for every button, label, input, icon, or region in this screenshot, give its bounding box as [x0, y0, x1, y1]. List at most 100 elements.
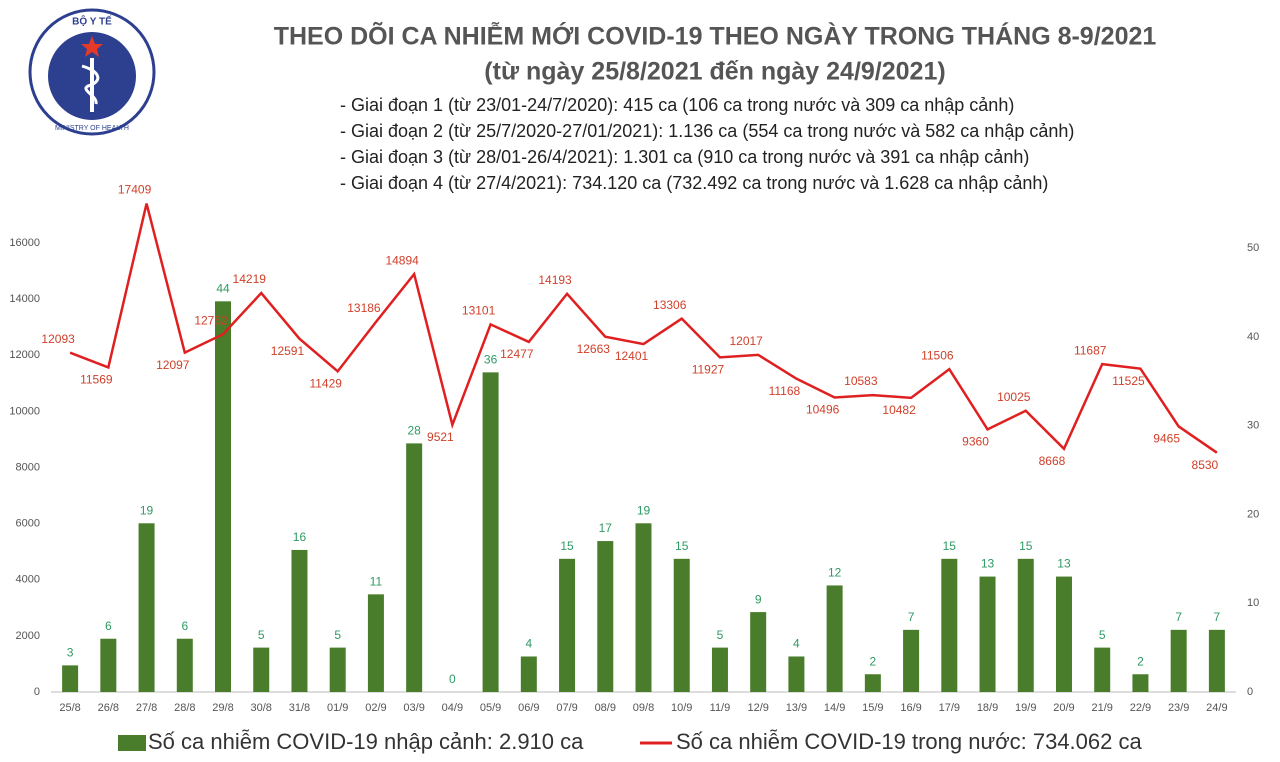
y-tick-label: 2000 — [16, 630, 40, 642]
line-label: 14219 — [233, 272, 267, 286]
x-tick-label: 06/9 — [518, 702, 539, 714]
legend-label: Số ca nhiễm COVID-19 trong nước: 734.062… — [676, 729, 1142, 754]
bar-label: 4 — [793, 637, 800, 651]
bar — [788, 656, 805, 692]
line-label: 11429 — [309, 377, 342, 391]
bar-label: 5 — [258, 628, 265, 642]
bar-label: 2 — [1137, 654, 1144, 668]
bar — [329, 647, 346, 692]
bar — [903, 629, 920, 692]
y2-tick-label: 10 — [1247, 597, 1259, 609]
bar-label: 19 — [637, 503, 651, 517]
y-tick-label: 16000 — [9, 237, 40, 249]
bar — [62, 665, 79, 692]
bar-label: 15 — [560, 539, 574, 553]
bar-label: 36 — [484, 353, 498, 367]
y2-tick-label: 30 — [1247, 420, 1259, 432]
logo-top: BỘ Y TẾ — [72, 15, 112, 28]
bar-label: 6 — [181, 619, 188, 633]
bar — [750, 612, 767, 692]
x-tick-label: 04/9 — [442, 702, 463, 714]
bar-label: 15 — [1019, 539, 1033, 553]
line-label: 13101 — [462, 304, 496, 318]
y2-tick-label: 0 — [1247, 686, 1253, 698]
x-tick-label: 22/9 — [1130, 702, 1151, 714]
bar — [1170, 629, 1187, 692]
y2-tick-label: 40 — [1247, 331, 1259, 343]
x-tick-label: 16/9 — [900, 702, 921, 714]
x-tick-label: 09/8 — [633, 702, 654, 714]
bar — [1208, 629, 1225, 692]
y2-tick-label: 20 — [1247, 508, 1259, 520]
bar — [215, 301, 232, 692]
x-tick-label: 21/9 — [1091, 702, 1112, 714]
y2-tick-label: 50 — [1247, 242, 1259, 254]
y-tick-label: 10000 — [9, 405, 40, 417]
x-tick-label: 07/9 — [556, 702, 577, 714]
x-tick-label: 10/9 — [671, 702, 692, 714]
chart-subtitle: (từ ngày 25/8/2021 đến ngày 24/9/2021) — [484, 58, 945, 86]
bar — [520, 656, 537, 692]
line-label: 12093 — [41, 332, 75, 346]
bar — [673, 558, 690, 692]
bar-label: 17 — [599, 521, 613, 535]
chart-title: THEO DÕI CA NHIỄM MỚI COVID-19 THEO NGÀY… — [274, 21, 1157, 51]
bar-label: 16 — [293, 530, 307, 544]
bar — [941, 558, 958, 692]
line-label: 8530 — [1192, 458, 1219, 472]
line-label: 13306 — [653, 298, 687, 312]
bar-label: 12 — [828, 566, 842, 580]
line-label: 11168 — [769, 384, 801, 398]
annotation: - Giai đoạn 3 (từ 28/01-26/4/2021): 1.30… — [340, 147, 1029, 167]
x-tick-label: 14/9 — [824, 702, 845, 714]
line-label: 11525 — [1112, 374, 1145, 388]
x-tick-label: 18/9 — [977, 702, 998, 714]
bar — [367, 594, 384, 692]
line-label: 12401 — [615, 349, 649, 363]
bar-label: 15 — [943, 539, 957, 553]
bar-label: 0 — [449, 672, 456, 686]
logo: BỘ Y TẾ MINISTRY OF HEALTH — [28, 8, 156, 136]
bar-label: 5 — [334, 628, 341, 642]
x-tick-label: 29/8 — [212, 702, 233, 714]
bar-label: 11 — [370, 575, 383, 589]
bar — [711, 647, 728, 692]
bar — [864, 674, 881, 692]
annotation: - Giai đoạn 1 (từ 23/01-24/7/2020): 415 … — [340, 95, 1014, 115]
bar — [1094, 647, 1111, 692]
bar — [176, 638, 193, 692]
x-tick-label: 11/9 — [710, 702, 731, 714]
bar — [559, 558, 576, 692]
line-label: 10496 — [806, 403, 840, 417]
bar-label: 7 — [908, 610, 915, 624]
legend-swatch — [118, 735, 146, 751]
bar-label: 7 — [1214, 610, 1221, 624]
bar-label: 3 — [67, 646, 74, 660]
bar-label: 6 — [105, 619, 112, 633]
y-tick-label: 8000 — [16, 461, 40, 473]
x-tick-label: 28/8 — [174, 702, 195, 714]
bar-label: 19 — [140, 503, 154, 517]
line-label: 11687 — [1074, 343, 1107, 357]
bar — [635, 523, 652, 692]
x-tick-label: 19/9 — [1015, 702, 1036, 714]
x-tick-label: 24/9 — [1206, 702, 1227, 714]
line-label: 11506 — [921, 348, 954, 362]
x-tick-label: 12/9 — [747, 702, 768, 714]
line-label: 12097 — [156, 358, 190, 372]
line-label: 10025 — [997, 390, 1031, 404]
line-label: 12663 — [577, 342, 611, 356]
bar-label: 5 — [717, 628, 724, 642]
bar-label: 7 — [1175, 610, 1182, 624]
logo-bottom: MINISTRY OF HEALTH — [55, 125, 129, 132]
line-label: 12591 — [271, 344, 305, 358]
x-tick-label: 01/9 — [327, 702, 348, 714]
bar-label: 13 — [1057, 557, 1071, 571]
line-label: 17409 — [118, 183, 152, 197]
line-label: 11927 — [692, 363, 725, 377]
bar — [482, 372, 499, 692]
line-label: 12477 — [500, 347, 534, 361]
legend-label: Số ca nhiễm COVID-19 nhập cảnh: 2.910 ca — [148, 729, 584, 754]
line-label: 12017 — [729, 334, 763, 348]
